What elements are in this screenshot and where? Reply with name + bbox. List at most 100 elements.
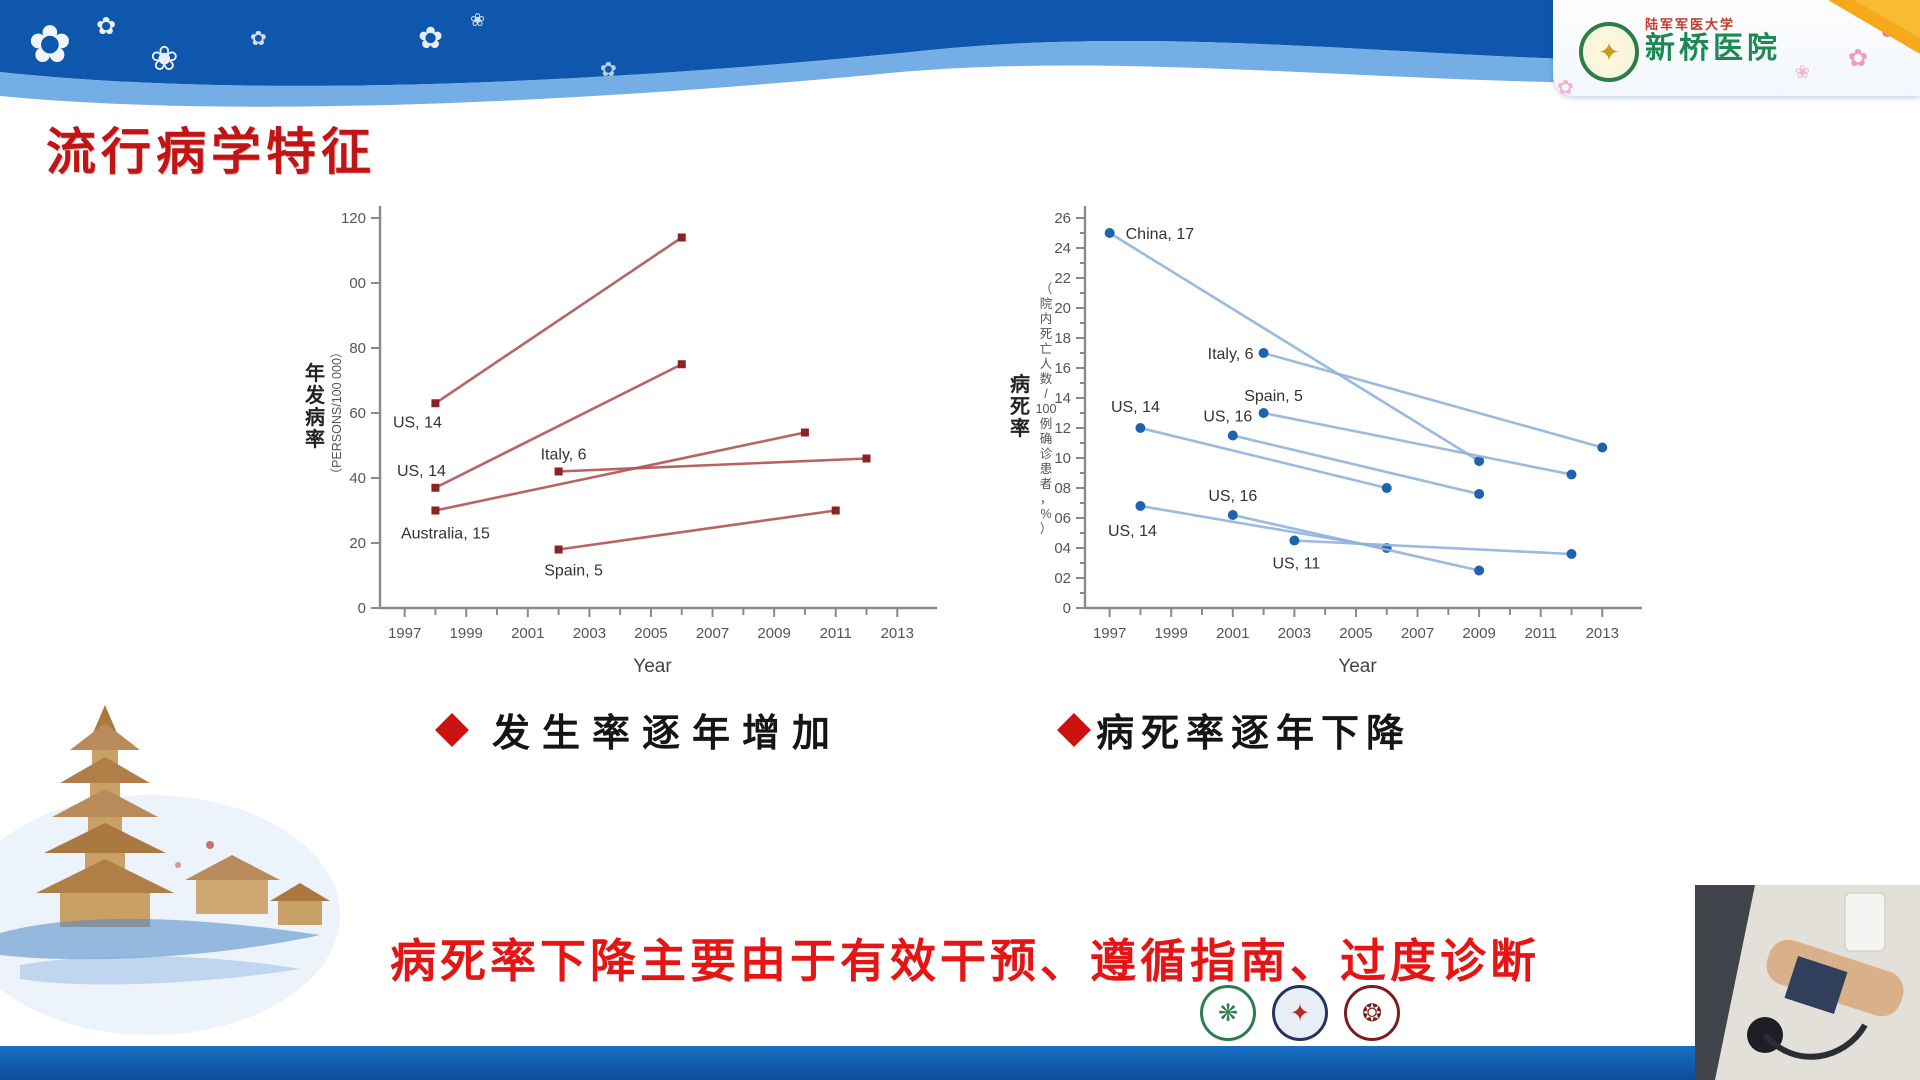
y-axis-subtitle-char: 数 — [1040, 371, 1053, 386]
footer-logo-green-icon: ❋ — [1200, 985, 1256, 1041]
series-line — [435, 431, 806, 512]
y-axis-title-char: 病 — [305, 405, 325, 429]
x-tick-label: 2011 — [820, 625, 852, 642]
y-axis-subtitle-char: 确 — [1040, 432, 1053, 446]
incidence-line-chart: 1997 1999 2001 2003 2005 2007 2009 2011 2013 0 20 4… — [304, 206, 937, 677]
x-axis-title: Year — [1338, 656, 1377, 677]
y-tick-label: 26 — [1054, 210, 1071, 227]
series-label: Australia, 15 — [401, 526, 490, 543]
series-marker — [1289, 535, 1300, 546]
series-marker — [677, 233, 686, 242]
y-tick-label: 120 — [341, 210, 366, 227]
y-tick-label: 00 — [349, 275, 366, 292]
series-label: US, 14 — [1108, 523, 1157, 540]
series-label: US, 14 — [393, 414, 442, 431]
x-tick-label: 2013 — [1586, 625, 1619, 642]
y-tick-label: 10 — [1054, 450, 1071, 467]
footer-logos: ❋ ✦ ❂ — [1200, 985, 1400, 1041]
cloud-wash — [0, 795, 340, 1035]
series-line — [1294, 539, 1572, 556]
series-label: US, 14 — [397, 463, 446, 480]
hospital-emblem-icon: ✦ — [1579, 22, 1639, 82]
series-line — [1263, 411, 1572, 476]
flower-icon: ❀ — [150, 40, 179, 78]
series-marker — [1566, 549, 1577, 559]
series-marker — [1258, 408, 1269, 418]
x-tick-label: 2009 — [1462, 625, 1495, 642]
bullet-left: 发生率逐年增加 — [435, 702, 842, 757]
x-tick-label: 1999 — [450, 625, 483, 642]
x-tick-label: 2007 — [1401, 625, 1434, 642]
diamond-bullet-icon — [435, 712, 469, 747]
series-marker — [831, 506, 840, 515]
series-marker — [431, 399, 440, 408]
flower-icon: ✿ — [418, 22, 443, 55]
y-tick-label: 14 — [1054, 390, 1071, 407]
y-tick-label: 04 — [1054, 540, 1071, 557]
x-tick-label: 2013 — [881, 625, 914, 642]
y-tick-label: 12 — [1054, 420, 1071, 437]
y-axis-subtitle-char: 100 — [1036, 402, 1057, 416]
series-marker — [1227, 430, 1238, 441]
y-tick-label: 0 — [358, 600, 366, 617]
y-axis-subtitle-char: 诊 — [1040, 447, 1053, 461]
flower-icon: ✿ — [600, 59, 617, 81]
blossom-icon: ❀ — [1794, 62, 1810, 82]
hospital-name: 新桥医院 — [1645, 32, 1781, 66]
series-marker — [677, 360, 686, 369]
fatality-line-chart: 1997 1999 2001 2003 2005 2007 2009 2011 2013 0 02 0… — [1010, 206, 1642, 677]
x-tick-label: 1997 — [1093, 625, 1126, 642]
y-axis-title-char: 年 — [305, 361, 325, 385]
series-marker — [1566, 469, 1577, 480]
series-marker — [1227, 510, 1238, 520]
y-tick-label: 18 — [1054, 330, 1071, 347]
series-label: US, 11 — [1273, 556, 1321, 573]
diamond-bullet-icon — [1057, 712, 1091, 747]
red-accent-dot — [206, 841, 214, 849]
red-accent-dot — [175, 862, 181, 868]
series-marker — [1597, 442, 1608, 453]
village-silhouette — [185, 855, 330, 925]
y-axis-subtitle-char: 内 — [1040, 312, 1053, 326]
photo-stethoscope-tube — [1762, 1023, 1868, 1060]
flower-icon: ❀ — [470, 10, 485, 30]
x-tick-label: 2005 — [1339, 625, 1372, 642]
blossom-icon: ✿ — [1847, 45, 1868, 72]
y-axis-title-char: 病 — [1010, 372, 1030, 396]
series-marker — [431, 483, 440, 492]
university-name: 陆军军医大学 — [1645, 17, 1736, 32]
series-marker — [1474, 456, 1485, 466]
flower-icon: ✿ — [250, 28, 267, 50]
pagoda-decoration — [0, 705, 340, 1035]
footer-logo-navy-icon: ✦ — [1272, 985, 1328, 1041]
y-axis-title: 年发病率 — [304, 361, 326, 451]
y-axis-subtitle-char: ， — [1040, 492, 1053, 506]
series-label: US, 16 — [1203, 409, 1252, 426]
x-tick-label: 1999 — [1155, 625, 1188, 642]
y-axis-subtitle-char: ） — [1040, 522, 1053, 536]
x-tick-label: 1997 — [388, 625, 421, 642]
series-marker — [1135, 423, 1146, 433]
series-label: Spain, 5 — [544, 563, 603, 580]
footer-bar — [0, 1046, 1920, 1080]
medical-photo — [1695, 885, 1920, 1080]
x-tick-label: 2011 — [1525, 625, 1557, 642]
x-tick-label: 2009 — [757, 625, 790, 642]
photo-bottle — [1844, 892, 1886, 952]
series-line — [1232, 434, 1480, 496]
series-label: China, 17 — [1126, 226, 1195, 243]
footer-logo-red-icon: ❂ — [1344, 985, 1400, 1041]
flower-icon: ✿ — [28, 16, 72, 74]
y-tick-label: 40 — [349, 470, 366, 487]
y-axis-title: 病死率 — [1010, 372, 1030, 440]
series-marker — [554, 467, 563, 476]
y-tick-label: 02 — [1054, 570, 1071, 587]
y-axis-title-char: 发 — [304, 383, 326, 407]
y-tick-label: 80 — [349, 340, 366, 357]
y-axis-subtitle-char: 患 — [1040, 462, 1053, 476]
x-tick-label: 2003 — [1278, 625, 1311, 642]
y-axis-subtitle: （PERSONS/100 000） — [330, 346, 344, 481]
series-line — [1108, 231, 1480, 463]
series-marker — [1258, 348, 1269, 358]
